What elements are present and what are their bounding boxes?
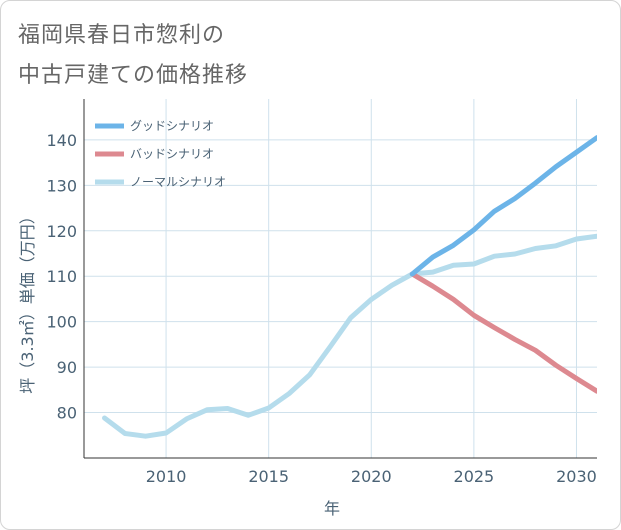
series-lines	[102, 135, 597, 439]
x-tick-label: 2030	[556, 467, 597, 486]
chart-title-line-2: 中古戸建ての価格推移	[18, 63, 249, 88]
y-tick-label: 120	[46, 222, 77, 241]
legend-label: ノーマルシナリオ	[130, 175, 226, 189]
x-tick-label: 2015	[248, 467, 289, 486]
x-axis-title: 年	[324, 499, 340, 518]
y-tick-label: 130	[46, 176, 77, 195]
y-tick-label: 140	[46, 131, 77, 150]
chart-title-line-1: 福岡県春日市惣利の	[18, 23, 226, 48]
series-line-0	[409, 135, 597, 277]
legend-label: バッドシナリオ	[130, 147, 214, 161]
plot-area	[84, 99, 597, 458]
grid	[84, 99, 597, 458]
y-tick-label: 110	[46, 267, 77, 286]
axes: 2010 2015 2020 2025 2030 80 90 100 110 120 130 140	[46, 99, 597, 486]
x-tick-label: 2010	[146, 467, 187, 486]
y-tick-label: 90	[57, 358, 77, 377]
series-line-2	[102, 233, 597, 439]
y-tick-label: 80	[57, 404, 77, 423]
x-tick-label: 2020	[351, 467, 392, 486]
x-tick-label: 2025	[454, 467, 495, 486]
legend-label: グッドシナリオ	[130, 119, 214, 133]
series-line-1	[409, 271, 597, 394]
y-tick-label: 100	[46, 313, 77, 332]
y-axis-title: 坪（3.3㎡）単価（万円）	[18, 208, 37, 393]
